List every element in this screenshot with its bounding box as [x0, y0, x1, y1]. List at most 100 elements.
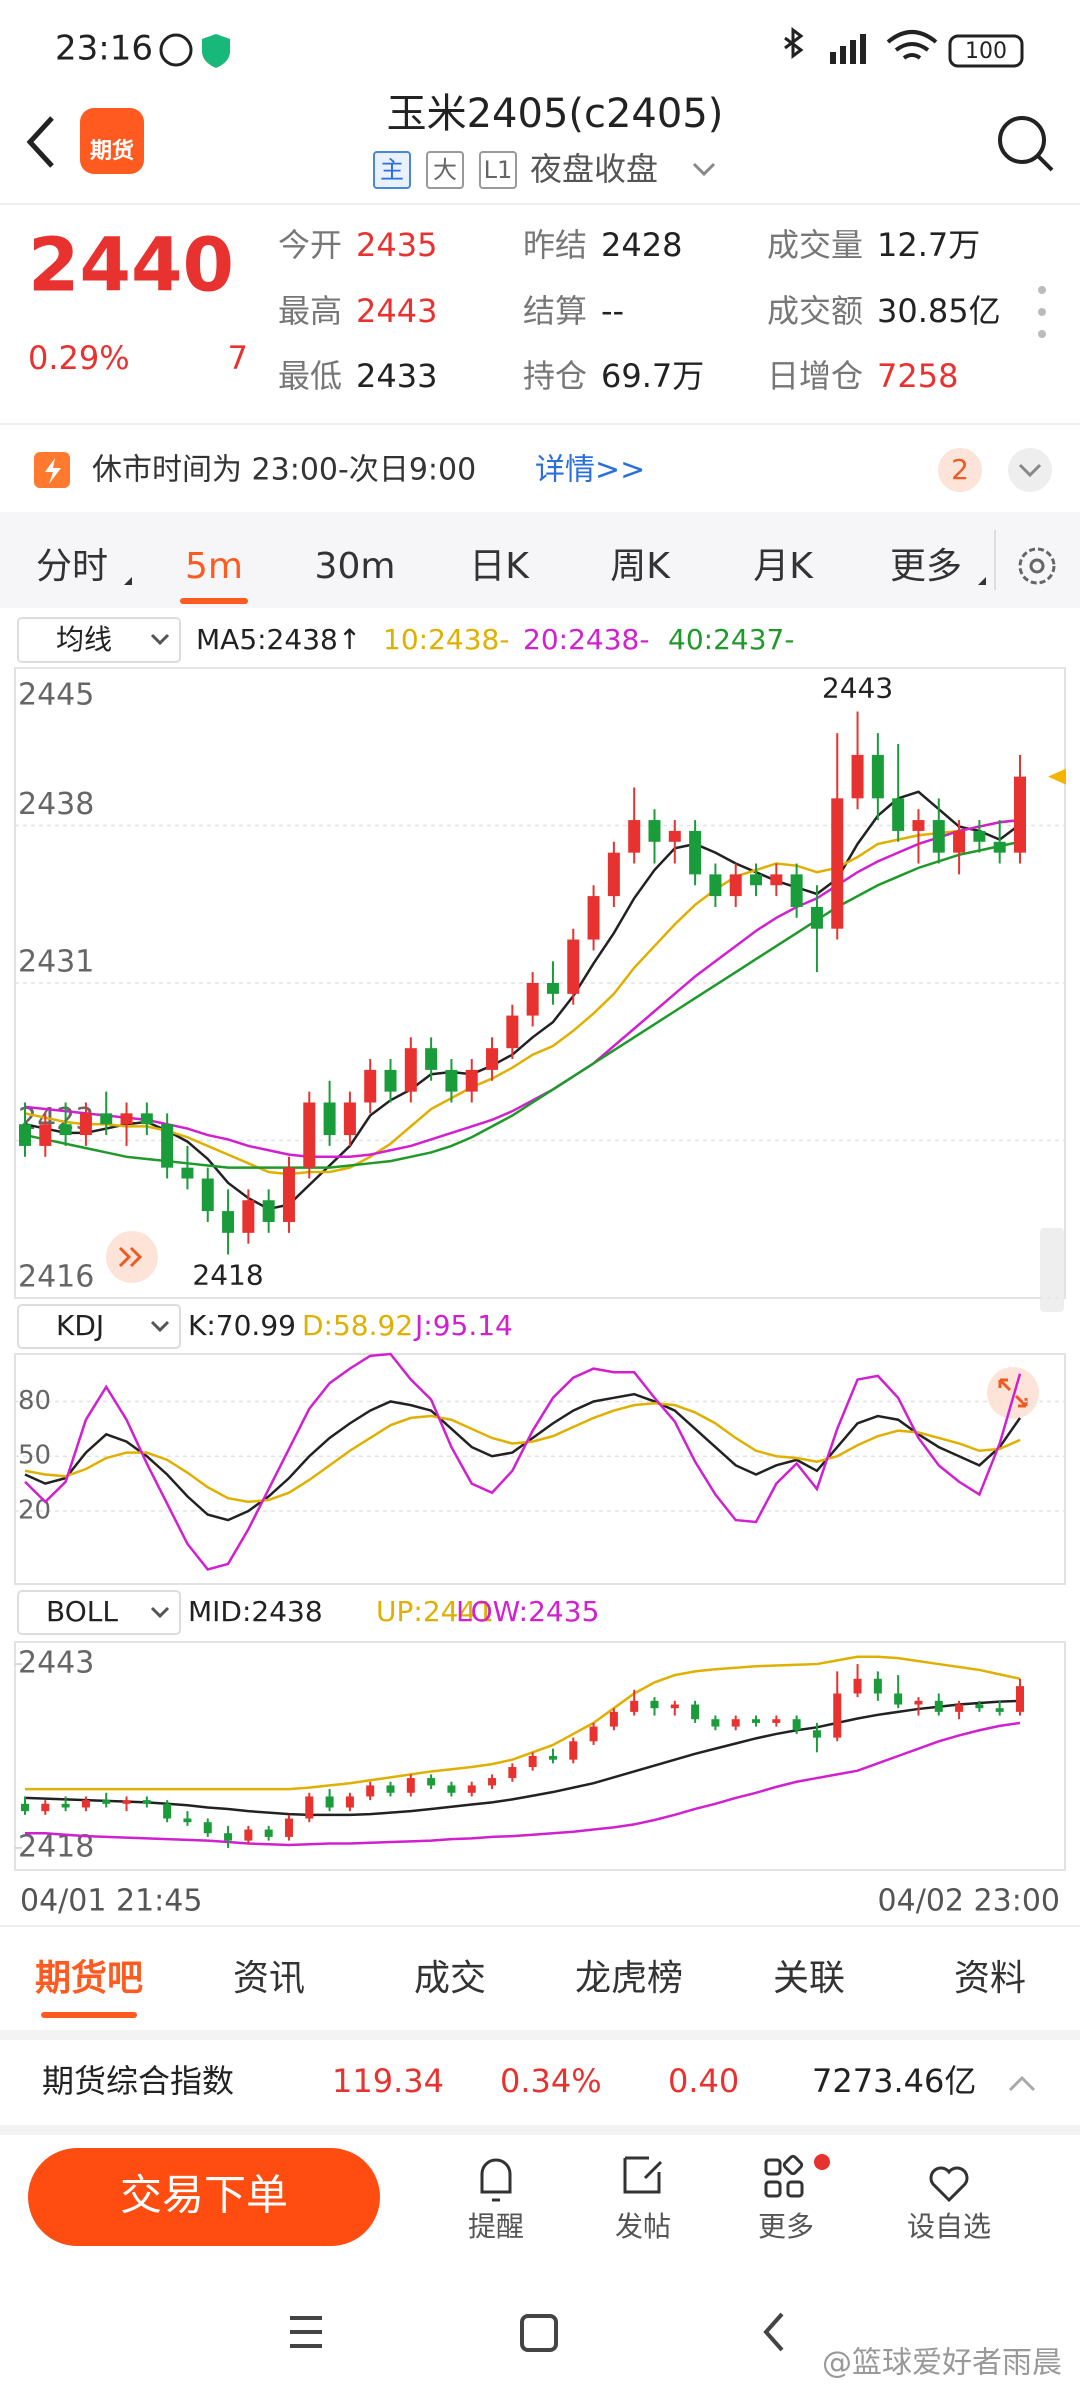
more-dots[interactable] [1038, 286, 1046, 338]
action-label[interactable]: 设自选 [907, 2210, 991, 2243]
period-tab[interactable]: 周K [610, 546, 671, 587]
candle-body [973, 830, 986, 842]
ma-legend-item: MA5:2438↑ [196, 623, 361, 656]
boll-candle-body [41, 1803, 50, 1812]
period-tab[interactable]: 日K [469, 546, 530, 587]
fullscreen-button[interactable] [987, 1367, 1039, 1419]
alarm-icon [159, 33, 193, 67]
quote-field-value: 2443 [356, 292, 437, 330]
period-tab[interactable]: 更多 [890, 546, 962, 587]
content-tab[interactable]: 资讯 [233, 1958, 305, 1999]
boll-candle-body [81, 1800, 90, 1808]
boll-line [25, 1655, 1021, 1791]
side-handle[interactable] [1040, 1228, 1064, 1312]
candle-body [770, 874, 783, 886]
notice-badge[interactable] [938, 448, 982, 492]
boll-candle-body [61, 1803, 70, 1808]
quote-field-label: 成交额 [767, 292, 863, 330]
ma-line [24, 840, 1021, 1169]
nav-home[interactable] [520, 2314, 558, 2352]
candle-body [59, 1124, 72, 1136]
boll-candle-body [488, 1778, 497, 1786]
boll-candle-body [934, 1700, 943, 1712]
notice-expand[interactable] [1008, 448, 1052, 492]
quote-field-label: 最高 [278, 292, 342, 330]
quote-field-label: 昨结 [523, 226, 587, 264]
remind-icon [480, 2158, 512, 2202]
boll-candle-body [650, 1700, 659, 1709]
trade-button[interactable] [28, 2148, 380, 2246]
boll-frame [14, 1641, 1066, 1871]
content-tab[interactable]: 期货吧 [35, 1958, 143, 1999]
y-tick-label: 2431 [18, 945, 94, 980]
back-button[interactable] [26, 116, 54, 168]
quote-field-label: 最低 [278, 357, 342, 395]
active-tab-indicator [41, 2012, 137, 2018]
candle-body [851, 754, 864, 799]
notice-chevron [1018, 463, 1042, 478]
action-label[interactable]: 发帖 [615, 2210, 671, 2243]
nav-menu[interactable] [290, 2316, 322, 2348]
boll-legend: MID:2438 [188, 1595, 323, 1628]
signal-icon [830, 34, 866, 64]
content-tab[interactable]: 关联 [773, 1958, 845, 1999]
ma-line [24, 818, 1021, 1159]
dropdown-arrow [150, 1320, 170, 1333]
boll-selector[interactable] [17, 1590, 181, 1635]
separator [0, 2030, 1080, 2040]
boll-candle-body [1016, 1686, 1024, 1712]
level-tag-box[interactable] [426, 151, 464, 189]
candle-body [242, 1200, 255, 1233]
content-tab[interactable]: 成交 [414, 1958, 486, 1999]
boll-candle-body [528, 1756, 537, 1768]
candle-body [932, 820, 945, 853]
candle-body [912, 820, 925, 831]
nav-back[interactable] [763, 2312, 784, 2352]
kdj-selector[interactable] [17, 1304, 181, 1349]
boll-candle-body [102, 1800, 111, 1804]
candle-body [790, 874, 803, 907]
level-tag-box[interactable] [373, 151, 411, 189]
action-label[interactable]: 提醒 [468, 2210, 524, 2243]
divider [0, 203, 1080, 205]
index-change: 0.40 [668, 2062, 739, 2100]
expand-button[interactable] [106, 1231, 158, 1283]
more-icon [764, 2154, 804, 2198]
candle-body [303, 1102, 316, 1168]
content-tab[interactable]: 资料 [954, 1958, 1026, 1999]
period-tab[interactable]: 30m [315, 546, 396, 587]
boll-legend: LOW:2435 [456, 1595, 599, 1628]
period-tab[interactable]: 5m [185, 546, 243, 587]
candle-body [648, 820, 661, 842]
settings-button[interactable] [1018, 547, 1056, 585]
quote-field-value: 12.7万 [877, 226, 980, 264]
level-tag: 主 [380, 156, 404, 184]
ma-selector[interactable] [17, 617, 181, 663]
boll-candle-body [975, 1704, 984, 1709]
action-label[interactable]: 更多 [758, 2210, 814, 2243]
boll-candle-body [508, 1767, 517, 1779]
search-button[interactable] [998, 116, 1046, 164]
quote-field-value: 2435 [356, 226, 437, 264]
candle-body [384, 1069, 397, 1092]
kdj-frame [14, 1353, 1066, 1585]
boll-candle-body [630, 1700, 639, 1712]
boll-selector-label: BOLL [46, 1595, 118, 1628]
boll-candle-body [447, 1785, 456, 1793]
period-tab[interactable]: 分时 [36, 546, 108, 587]
notice-link[interactable]: 详情>> [535, 453, 645, 488]
candle-body [181, 1167, 194, 1179]
period-tab[interactable]: 月K [753, 546, 814, 587]
content-tab[interactable]: 龙虎榜 [575, 1958, 683, 1999]
boll-candle-body [670, 1704, 679, 1709]
session-label[interactable]: 夜盘收盘 [530, 150, 658, 188]
candle-body [526, 983, 539, 1016]
boll-candle-body [894, 1693, 903, 1705]
boll-candle-body [752, 1719, 761, 1723]
index-name: 期货综合指数 [42, 2062, 234, 2100]
level-tag-box[interactable] [479, 151, 517, 189]
candle-body [79, 1113, 92, 1136]
candle-body [140, 1113, 153, 1125]
index-expand[interactable] [1008, 2075, 1036, 2092]
session-dropdown[interactable] [692, 162, 716, 177]
